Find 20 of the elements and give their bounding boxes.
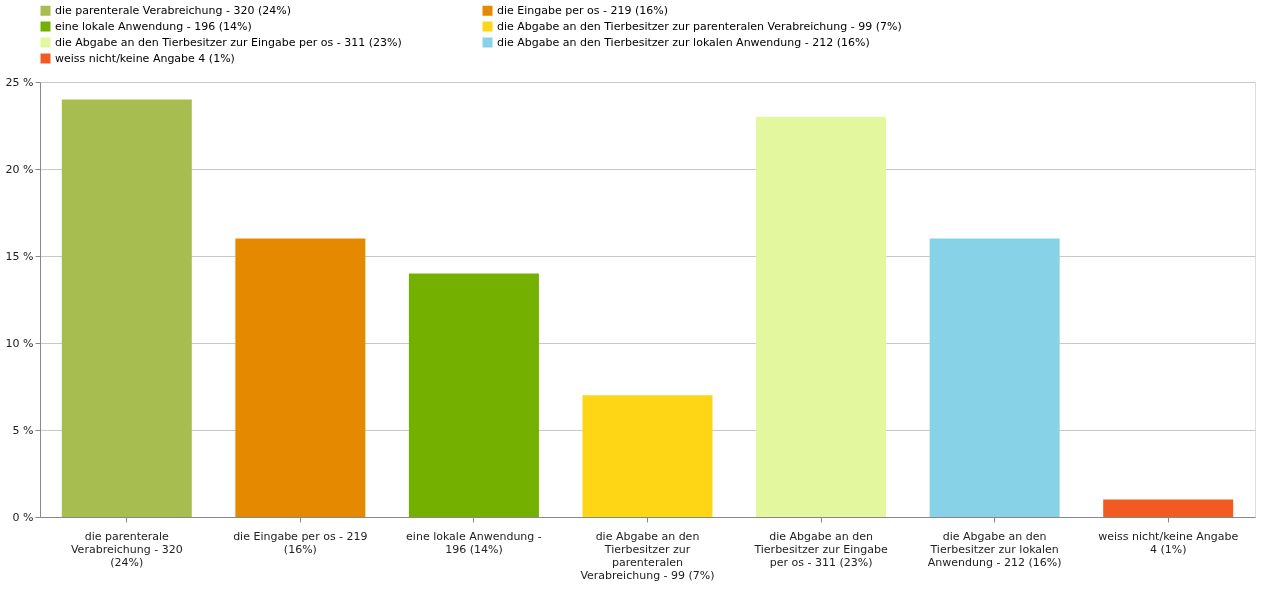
x-tick-label: die Abgabe an den Tierbesitzer zur lokalen Anwendung - 212 (16%) [927,529,1062,569]
legend-label: die Abgabe an den Tierbesitzer zur parenteralen Verabreichung - 99 (7%) [497,19,902,33]
y-tick-label: 15 % [5,249,34,263]
y-tick-label: 5 % [12,423,34,437]
y-tick-label: 25 % [5,75,34,89]
legend-label: weiss nicht/keine Angabe 4 (1%) [55,51,235,65]
legend-label: die Abgabe an den Tierbesitzer zur lokalen Anwendung - 212 (16%) [497,35,870,49]
legend-label: die Abgabe an den Tierbesitzer zur Eingabe per os - 311 (23%) [55,35,402,49]
x-tick-label: die parenterale Verabreichung - 320 (24%) [70,529,183,569]
legend-label: die parenterale Verabreichung - 320 (24%) [55,3,291,17]
y-tick-label: 10 % [5,336,34,350]
x-tick-label: die Abgabe an den Tierbesitzer zur parenteralen Verabreichung - 99 (7%) [580,529,715,582]
x-tick-label: weiss nicht/keine Angabe 4 (1%) [1098,529,1239,556]
x-tick-label: die Eingabe per os - 219 (16%) [233,529,368,556]
legend-label: eine lokale Anwendung - 196 (14%) [55,19,252,33]
x-tick-label: die Abgabe an den Tierbesitzer zur Eingabe per os - 311 (23%) [753,529,888,569]
x-tick-label: eine lokale Anwendung - 196 (14%) [406,529,542,556]
y-tick-label: 20 % [5,162,34,176]
legend-label: die Eingabe per os - 219 (16%) [497,3,668,17]
y-tick-label: 0 % [12,510,34,524]
